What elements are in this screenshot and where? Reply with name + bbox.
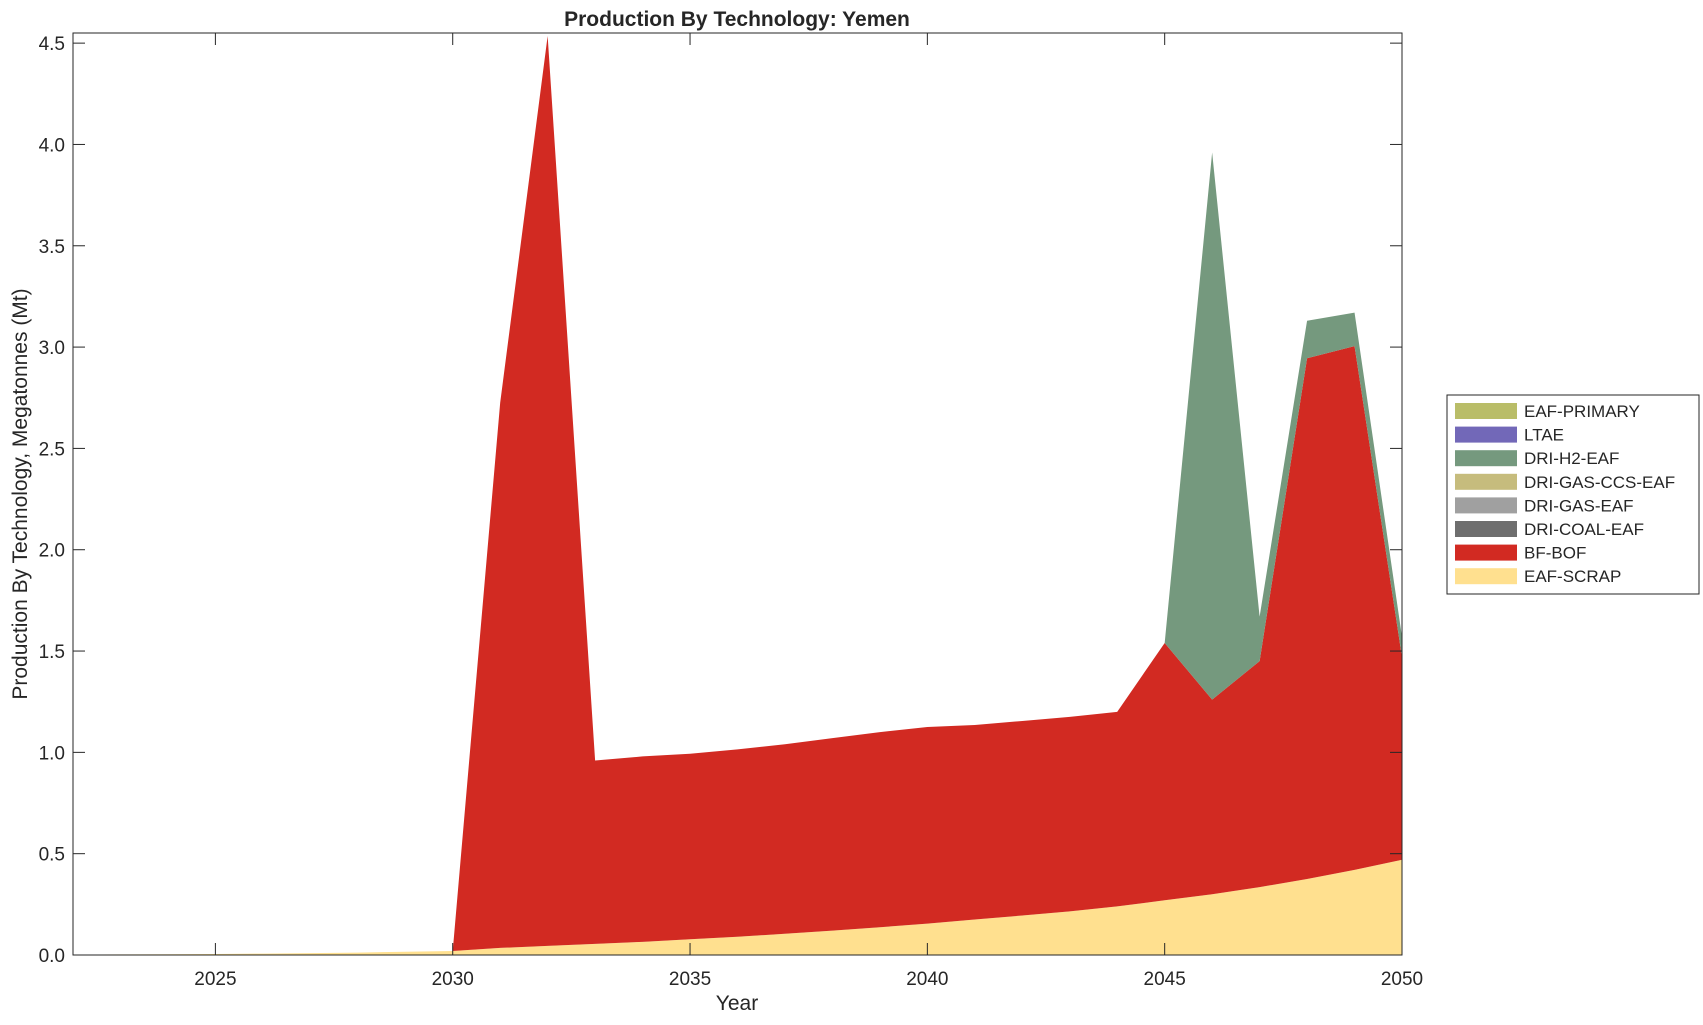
- chart-title: Production By Technology: Yemen: [564, 8, 910, 31]
- legend-box: [1446, 394, 1700, 595]
- y-tick-label: 2.5: [39, 439, 65, 460]
- legend-swatch-dri-gas-eaf: [1455, 497, 1517, 514]
- y-tick-label: 3.0: [39, 338, 65, 359]
- legend-swatch-bf-bof: [1455, 544, 1517, 561]
- x-tick-label: 2035: [669, 969, 711, 990]
- axes-frame: [72, 32, 1403, 956]
- x-tick-label: 2045: [1144, 969, 1186, 990]
- x-tick-label: 2025: [194, 969, 236, 990]
- x-axis-label: Year: [716, 992, 758, 1015]
- y-tick-label: 2.0: [39, 541, 65, 562]
- legend-swatch-eaf-scrap: [1455, 568, 1517, 585]
- y-axis-label: Production By Technology, Megatonnes (Mt…: [9, 288, 32, 699]
- legend-label-dri-coal-eaf: DRI-COAL-EAF: [1524, 520, 1644, 539]
- x-tick-label: 2040: [906, 969, 948, 990]
- x-tick-label: 2030: [432, 969, 474, 990]
- legend-label-dri-h2-eaf: DRI-H2-EAF: [1524, 449, 1619, 468]
- legend-swatch-dri-gas-ccs-eaf: [1455, 473, 1517, 490]
- legend-label-dri-gas-ccs-eaf: DRI-GAS-CCS-EAF: [1524, 473, 1675, 492]
- area-bf-bof: [73, 36, 1402, 955]
- legend-swatch-ltae: [1455, 426, 1517, 443]
- legend-label-eaf-scrap: EAF-SCRAP: [1524, 567, 1621, 586]
- y-tick-label: 4.0: [39, 135, 65, 156]
- y-tick-label: 4.5: [39, 34, 65, 55]
- y-tick-label: 1.0: [39, 743, 65, 764]
- y-tick-label: 0.0: [39, 946, 65, 967]
- legend-label-eaf-primary: EAF-PRIMARY: [1524, 402, 1640, 421]
- legend-swatch-dri-h2-eaf: [1455, 450, 1517, 467]
- x-tick-label: 2050: [1381, 969, 1423, 990]
- y-tick-label: 3.5: [39, 237, 65, 258]
- legend-label-dri-gas-eaf: DRI-GAS-EAF: [1524, 496, 1634, 515]
- y-tick-label: 1.5: [39, 642, 65, 663]
- legend: EAF-PRIMARY LTAE DRI-H2-EAF DRI-GAS-CCS-EAF…: [1446, 394, 1700, 595]
- legend-swatch-eaf-primary: [1455, 403, 1517, 419]
- legend-swatch-dri-coal-eaf: [1455, 521, 1517, 537]
- area-eaf-scrap: [73, 859, 1402, 955]
- ticks-layer: 2025 2030 2035 2040 2045 2050 0.0 0.5 1.0 1.5 2.0 2…: [39, 33, 1423, 990]
- legend-label-bf-bof: BF-BOF: [1524, 544, 1586, 563]
- legend-label-ltae: LTAE: [1524, 426, 1564, 445]
- areas-layer: [73, 36, 1402, 955]
- legend-items: EAF-PRIMARY LTAE DRI-H2-EAF DRI-GAS-CCS-EAF…: [1455, 402, 1675, 586]
- y-tick-label: 0.5: [39, 845, 65, 866]
